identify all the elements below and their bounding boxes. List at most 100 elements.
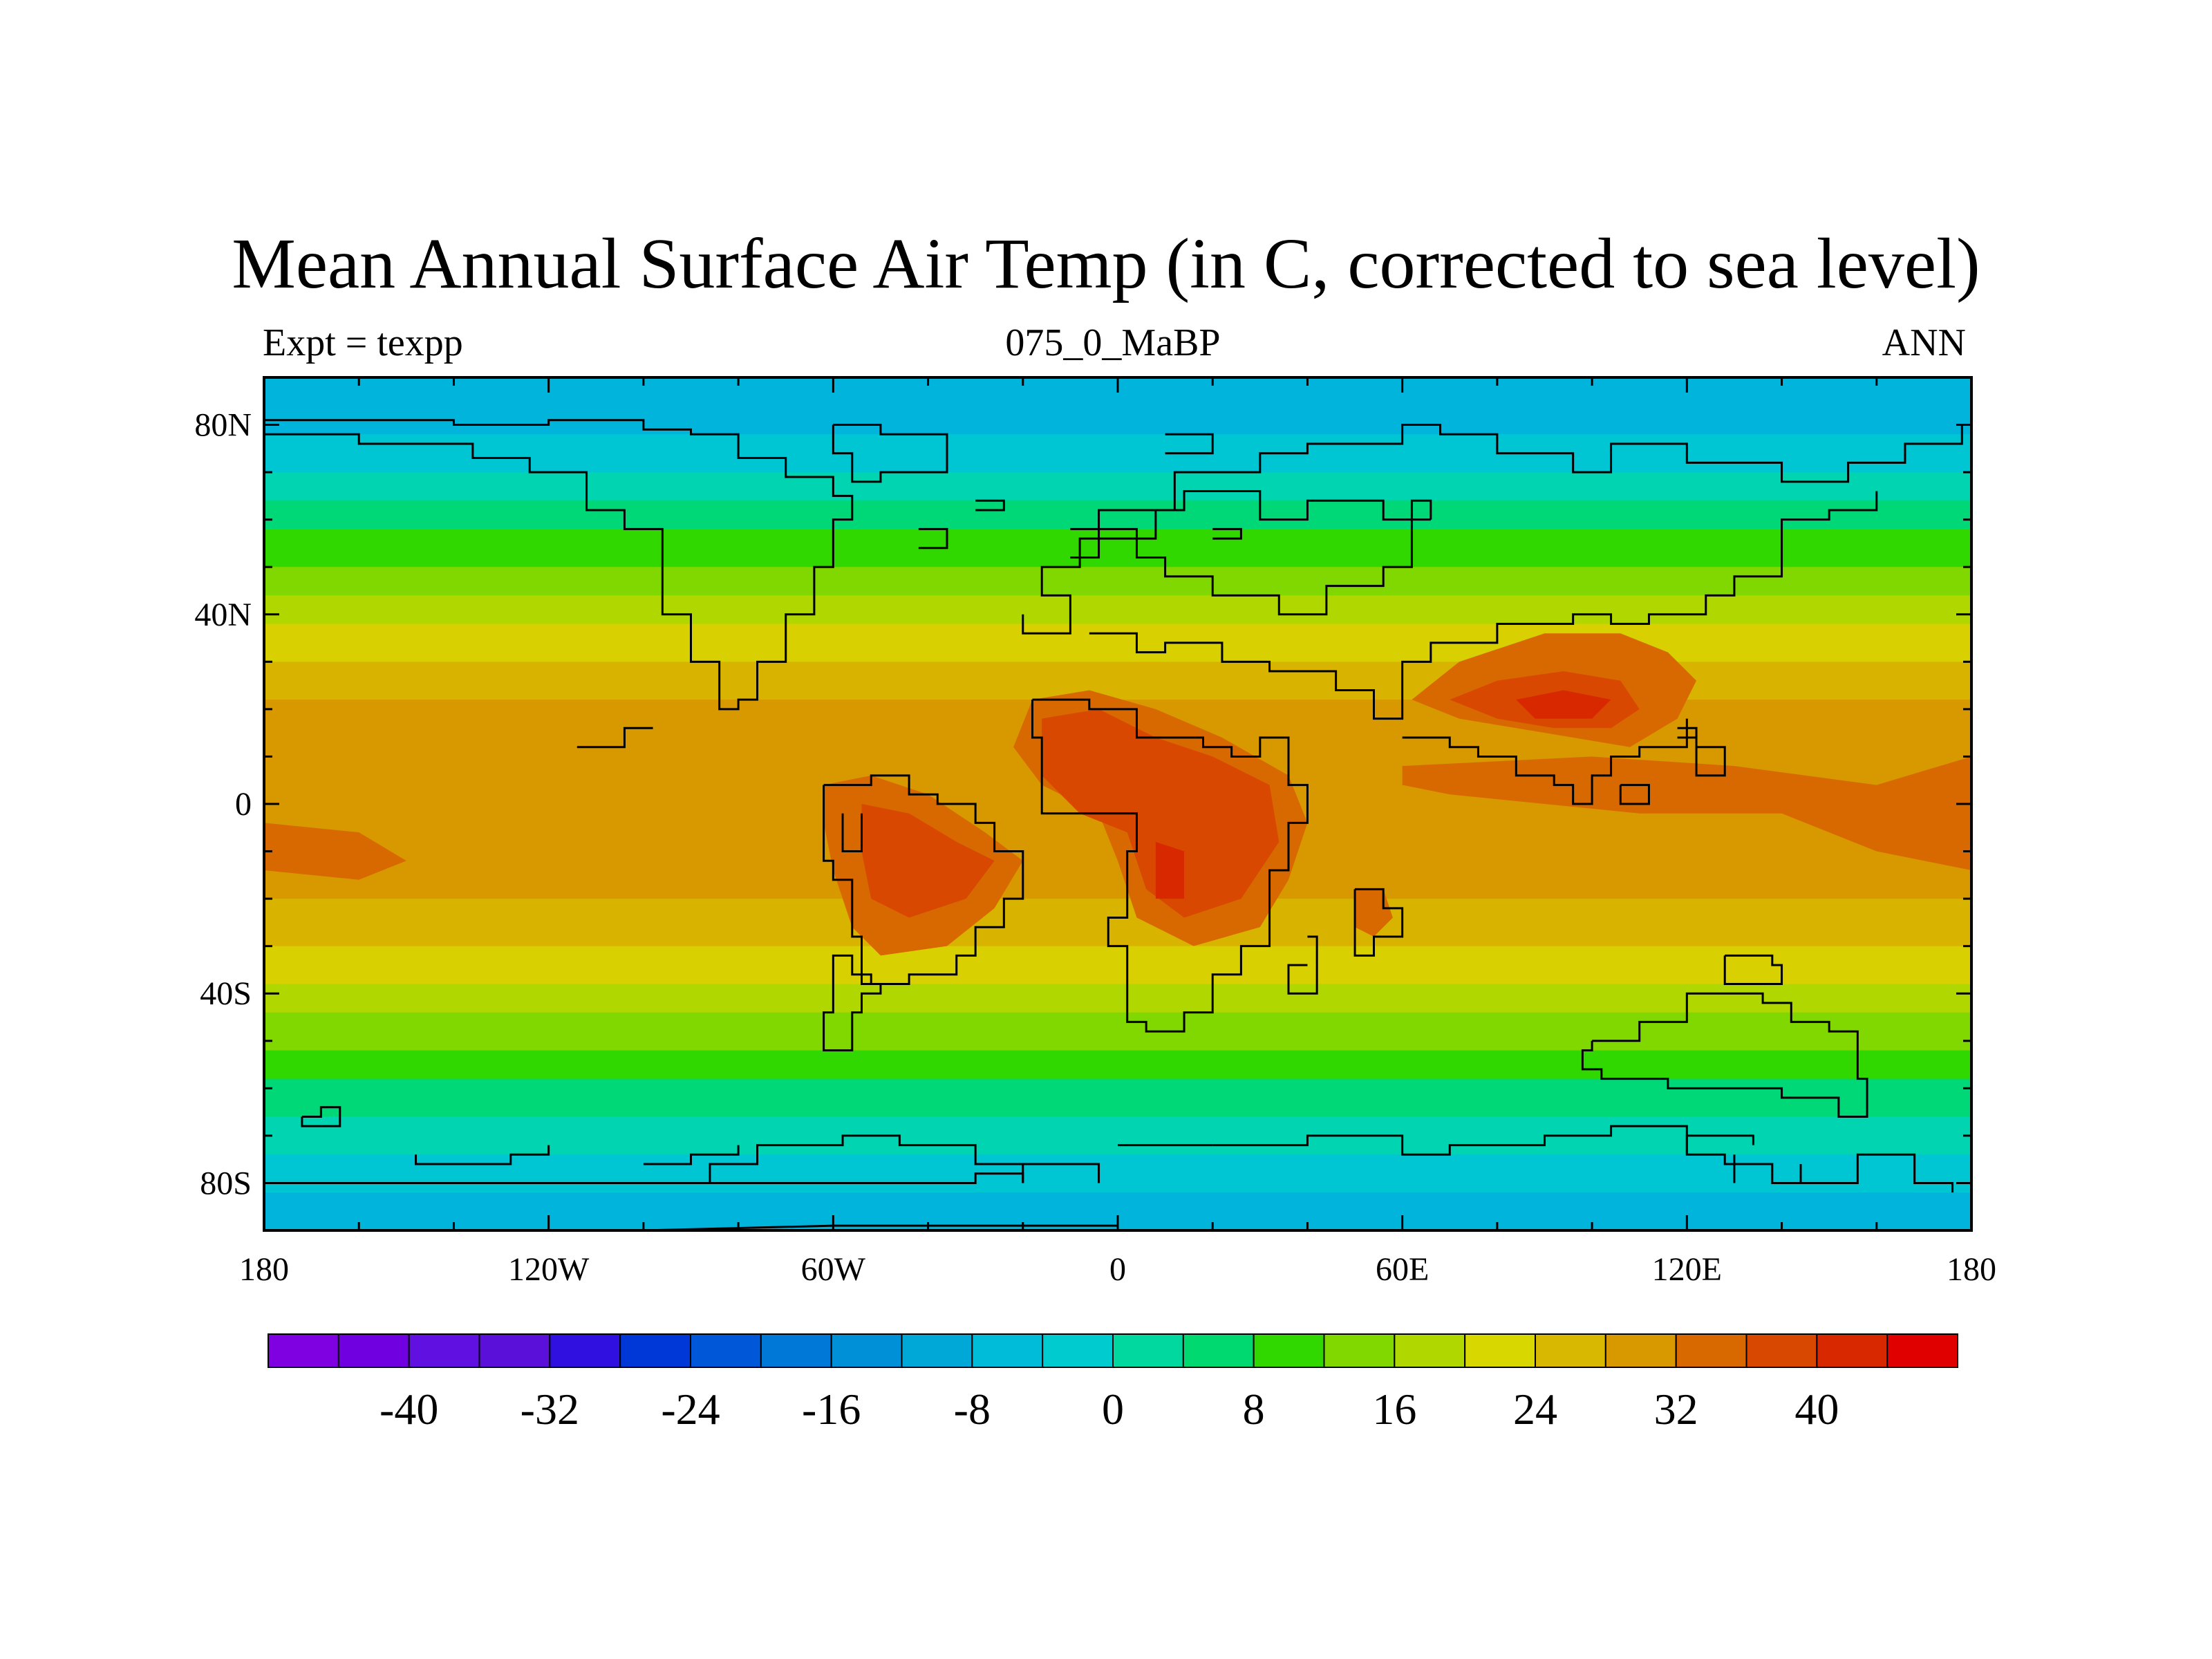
- colorbar-label: -8: [954, 1385, 991, 1434]
- temperature-band-7: [264, 624, 1971, 663]
- temperature-band-6: [264, 595, 1971, 625]
- coastline-17: [1619, 784, 1650, 805]
- colorbar-swatch: [1253, 1333, 1325, 1368]
- coastline-18: [1677, 727, 1726, 777]
- temperature-band-2: [264, 472, 1971, 502]
- colorbar-label: 40: [1794, 1385, 1839, 1434]
- temperature-band-10: [264, 899, 1971, 947]
- coastline-6: [1098, 490, 1432, 616]
- temperature-band-17: [264, 1154, 1971, 1194]
- temperature-band-5: [264, 567, 1971, 597]
- colorbar-swatch: [1604, 1333, 1677, 1368]
- coastline-14: [918, 527, 948, 550]
- coastline-1: [832, 424, 948, 483]
- colorbar-label: -40: [379, 1385, 438, 1434]
- colorbar-swatch: [549, 1333, 621, 1368]
- colorbar-swatch: [1675, 1333, 1747, 1368]
- coastline-21: [264, 1172, 1024, 1184]
- colorbar-swatch: [971, 1333, 1044, 1368]
- period-label: 075_0_MaBP: [1005, 321, 1221, 364]
- colorbar-swatch: [408, 1333, 480, 1368]
- lat-tick-label: 80N: [194, 407, 252, 444]
- colorbar-swatch: [1112, 1333, 1184, 1368]
- lon-tick-label: 180: [239, 1251, 289, 1288]
- colorbar-swatch: [1745, 1333, 1818, 1368]
- colorbar-swatch: [1886, 1333, 1959, 1368]
- warm-region-south-america-hot: [861, 804, 995, 918]
- coastline-11: [1353, 888, 1404, 957]
- coastline-0: [264, 419, 854, 711]
- lon-tick-label: 180: [1947, 1251, 1996, 1288]
- lon-tick-label: 0: [1109, 1251, 1126, 1288]
- colorbar-label: 8: [1243, 1385, 1265, 1434]
- coastline-26: [975, 1163, 1100, 1183]
- lon-tick-label: 120W: [508, 1251, 590, 1288]
- colorbar-swatch: [619, 1333, 692, 1368]
- temperature-band-13: [264, 1012, 1971, 1051]
- coastline-2: [975, 499, 1005, 512]
- coastline-24: [415, 1145, 550, 1165]
- colorbar-label: 0: [1102, 1385, 1124, 1434]
- colorbar-swatch: [760, 1333, 832, 1368]
- temperature-field: [264, 377, 1971, 1230]
- temperature-band-8: [264, 662, 1971, 701]
- coastline-25: [301, 1106, 341, 1127]
- lon-tick-label: 60E: [1376, 1251, 1429, 1288]
- temperature-band-11: [264, 946, 1971, 985]
- axis-ticks: 180 120W 60W 0 60E 120E 180 80N 40N 0 40S 80S: [194, 377, 1996, 1288]
- coastline-8: [1031, 698, 1309, 1033]
- coastline-15: [577, 727, 653, 749]
- lat-tick-label: 40N: [194, 597, 252, 633]
- experiment-label: Expt = texpp: [263, 321, 463, 364]
- temperature-band-3: [264, 500, 1971, 530]
- colorbar-swatch: [830, 1333, 903, 1368]
- warm-region-africa-core: [1155, 841, 1185, 899]
- colorbar-swatch: [901, 1333, 973, 1368]
- lat-tick-label: 80S: [200, 1165, 252, 1201]
- temperature-band-1: [264, 434, 1971, 474]
- warm-region-pacific-west-warm: [1402, 756, 1971, 870]
- coastline-7: [1089, 491, 1878, 720]
- map-title: Mean Annual Surface Air Temp (in C, corr…: [232, 224, 1980, 303]
- temperature-band-15: [264, 1078, 1971, 1118]
- warm-region-asia-core: [1516, 690, 1611, 719]
- colorbar-swatch: [1042, 1333, 1114, 1368]
- lat-tick-label: 40S: [200, 975, 252, 1012]
- warm-region-pacific-east-warm: [264, 823, 406, 880]
- colorbar-label: 16: [1372, 1385, 1416, 1434]
- colorbar-swatch: [1323, 1333, 1396, 1368]
- colorbar-swatch: [268, 1333, 339, 1368]
- colorbar-label: -32: [521, 1385, 579, 1434]
- coastline-27: [1212, 1125, 1954, 1193]
- coastline-23: [643, 1145, 740, 1165]
- colorbar-label: -16: [802, 1385, 861, 1434]
- coastline-3: [1070, 527, 1100, 559]
- coastline-19: [1723, 954, 1783, 986]
- colorbar-label: 32: [1654, 1385, 1698, 1434]
- season-label: ANN: [1882, 321, 1966, 364]
- colorbar-swatch: [1394, 1333, 1466, 1368]
- coastline-13: [1212, 527, 1242, 540]
- lon-tick-label: 60W: [801, 1251, 866, 1288]
- colorbar-swatch: [1464, 1333, 1537, 1368]
- coastline-29: [1685, 1134, 1754, 1155]
- warm-region-africa-hot: [1042, 709, 1280, 918]
- colorbar-swatch: [1182, 1333, 1255, 1368]
- colorbar-swatch: [478, 1333, 551, 1368]
- colorbar-swatch: [337, 1333, 410, 1368]
- colorbar-swatch: [690, 1333, 762, 1368]
- colorbar-label: 24: [1513, 1385, 1557, 1434]
- lat-tick-label: 0: [235, 786, 252, 823]
- lon-tick-label: 120E: [1652, 1251, 1722, 1288]
- temperature-band-14: [264, 1050, 1971, 1080]
- coastline-5: [1022, 424, 1963, 635]
- temperature-band-12: [264, 984, 1971, 1013]
- coastline-12: [1287, 935, 1318, 995]
- temperature-band-4: [264, 529, 1971, 568]
- coastline-20: [1581, 992, 1868, 1118]
- colorbar-swatch: [1535, 1333, 1606, 1368]
- coastline-16: [1402, 718, 1688, 805]
- colorbar: -40 -32 -24 -16 -8 0 8 16 24 32 40: [268, 1333, 1959, 1434]
- coastline-4: [1165, 433, 1214, 455]
